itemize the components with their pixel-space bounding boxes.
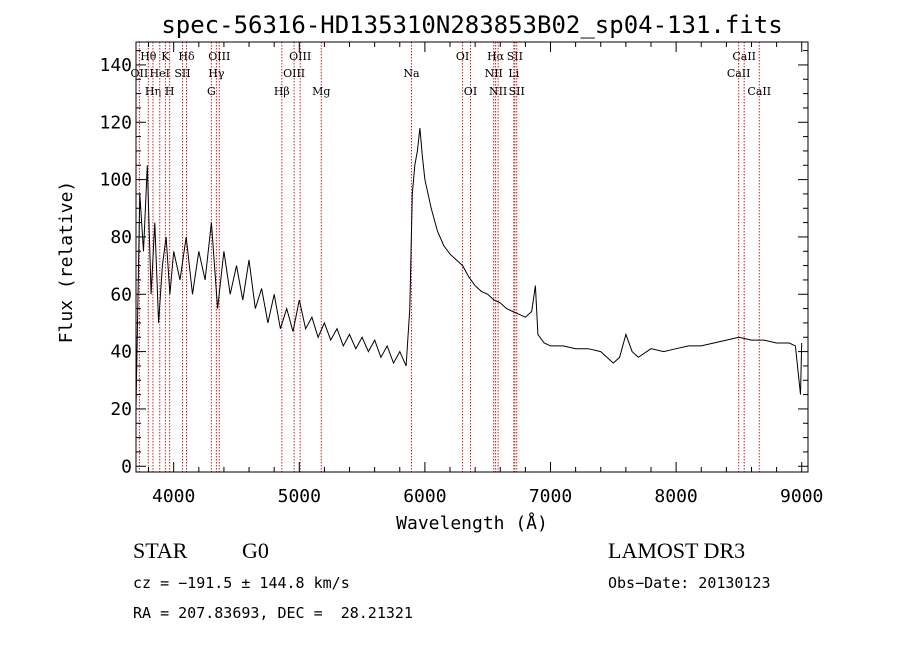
line-label: G — [207, 85, 216, 98]
line-label: OI — [456, 50, 469, 63]
coordinates: RA = 207.83693, DEC = 28.21321 — [133, 604, 413, 622]
line-label: OII — [131, 67, 149, 80]
line-label: Hθ — [140, 50, 157, 63]
line-label: NII — [485, 67, 503, 80]
line-label: Hη — [145, 85, 161, 98]
chart-title: spec-56316-HD135310N283853B02_sp04-131.f… — [161, 11, 782, 39]
line-label: K — [161, 50, 170, 63]
observation-date: Obs−Date: 20130123 — [608, 574, 771, 592]
line-label: HeI — [150, 67, 170, 80]
line-label: OI — [464, 85, 477, 98]
line-label: CaII — [727, 67, 751, 80]
x-tick-label: 6000 — [403, 486, 446, 507]
spectral-subclass: G0 — [242, 538, 269, 563]
line-label: OIII — [208, 50, 230, 63]
y-tick-label: 40 — [110, 342, 132, 363]
y-tick-label: 80 — [110, 227, 132, 248]
line-label: Li — [508, 67, 519, 80]
y-tick-label: 20 — [110, 399, 132, 420]
x-tick-label: 9000 — [780, 486, 823, 507]
line-label: Na — [403, 67, 420, 80]
line-label: Mg — [312, 85, 330, 98]
line-label: SII — [507, 50, 523, 63]
x-tick-label: 4000 — [152, 486, 195, 507]
y-tick-label: 120 — [99, 112, 132, 133]
line-label: OIII — [289, 50, 311, 63]
x-axis: 4000 5000 6000 7000 8000 9000 — [148, 42, 823, 507]
line-label: NII — [489, 85, 507, 98]
x-axis-title: Wavelength (Å) — [396, 512, 548, 534]
x-tick-label: 5000 — [278, 486, 321, 507]
spectrum-series — [135, 127, 803, 409]
series-line-flux — [135, 127, 803, 409]
y-axis: 0 20 40 60 80 100 120 140 — [99, 50, 808, 477]
plot-frame — [135, 41, 809, 473]
y-tick-label: 0 — [121, 456, 132, 477]
emission-line-markers: Hθ OII Hη K HeI H SII Hδ OIII Hγ G OIII OIII Hβ Mg Na OI… — [131, 42, 771, 472]
line-label: H — [165, 85, 175, 98]
y-tick-label: 140 — [99, 55, 132, 76]
line-label: SII — [509, 85, 525, 98]
line-label: Hα — [487, 50, 505, 63]
line-label: Hγ — [208, 67, 225, 80]
object-type: STAR — [133, 538, 188, 563]
line-label: CaII — [732, 50, 756, 63]
line-label: Hδ — [178, 50, 195, 63]
y-tick-label: 60 — [110, 284, 132, 305]
x-tick-label: 7000 — [529, 486, 572, 507]
line-label: OIII — [283, 67, 305, 80]
line-label: Hβ — [274, 85, 290, 98]
y-tick-label: 100 — [99, 170, 132, 191]
radial-velocity: cz = −191.5 ± 144.8 km/s — [133, 574, 350, 592]
x-tick-label: 8000 — [654, 486, 697, 507]
line-label: CaII — [747, 85, 771, 98]
survey-name: LAMOST DR3 — [608, 538, 746, 563]
y-axis-title: Flux (relative) — [56, 181, 77, 344]
line-label: SII — [174, 67, 190, 80]
